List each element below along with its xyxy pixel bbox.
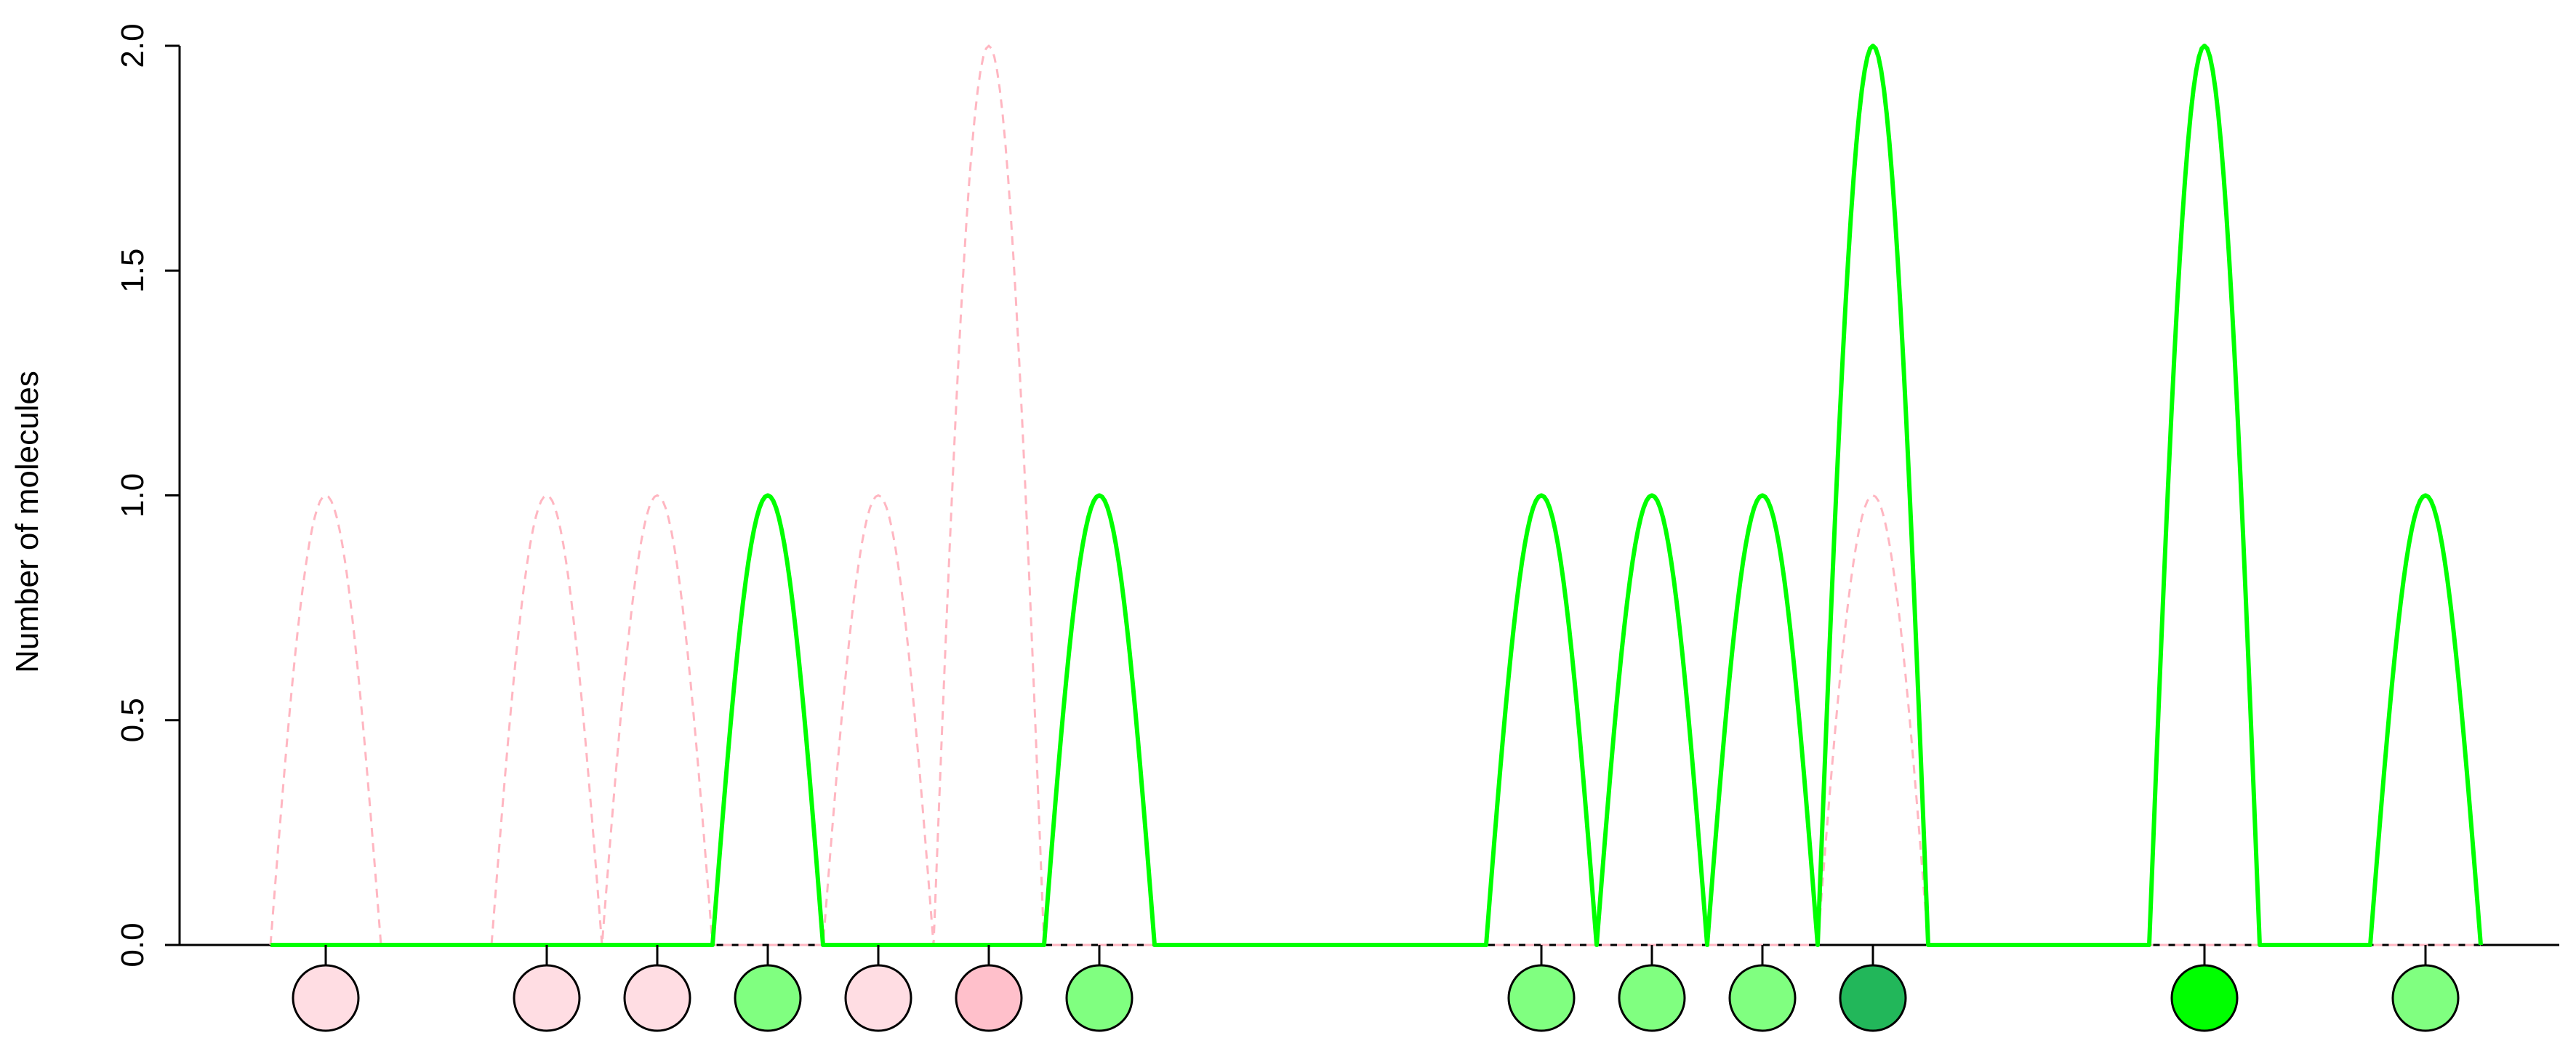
position-marker	[955, 964, 1023, 1032]
position-marker	[623, 964, 691, 1032]
position-marker	[2391, 964, 2460, 1032]
y-tick-label: 0.5	[115, 698, 151, 742]
position-marker	[844, 964, 912, 1032]
position-marker	[1839, 964, 1907, 1032]
y-tick-label: 1.0	[115, 473, 151, 518]
position-marker	[292, 964, 360, 1032]
y-axis-title: Number of molecules	[9, 371, 45, 673]
position-marker	[513, 964, 581, 1032]
position-marker	[1728, 964, 1797, 1032]
series-line-solid	[270, 44, 2483, 947]
series-line-dashed	[269, 44, 2481, 946]
y-axis: 0.0 0.5 1.0 1.5 2.0	[115, 23, 181, 967]
y-tick-label: 0.0	[115, 922, 151, 967]
y-tick-label: 2.0	[115, 23, 151, 68]
y-tick-label: 1.5	[115, 249, 151, 293]
marker-layer	[292, 945, 2460, 1032]
position-marker	[1618, 964, 1686, 1032]
position-marker	[734, 964, 802, 1032]
position-marker	[1507, 964, 1576, 1032]
position-marker	[2170, 964, 2239, 1032]
series-layer	[269, 44, 2483, 947]
position-marker	[1065, 964, 1133, 1032]
